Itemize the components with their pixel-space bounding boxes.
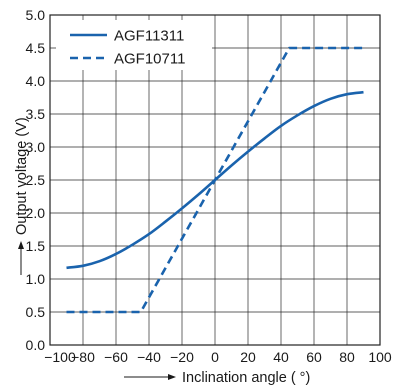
y-axis-label: Output voltage (V) xyxy=(14,117,30,235)
x-tick-label: 40 xyxy=(273,349,289,365)
series-group xyxy=(66,46,364,314)
y-tick-label: 1.0 xyxy=(26,271,46,287)
x-tick-label: 60 xyxy=(306,349,322,365)
series-line-agf10711 xyxy=(66,46,364,314)
x-tick-label: 20 xyxy=(240,349,256,365)
x-tick-label: 0 xyxy=(211,349,219,365)
y-tick-label: 2.5 xyxy=(26,172,46,188)
x-tick-label: −60 xyxy=(104,349,128,365)
legend: AGF11311 AGF10711 xyxy=(56,20,212,70)
y-tick-label: 3.0 xyxy=(26,139,46,155)
y-axis-arrowhead xyxy=(18,241,24,249)
x-tick-label: 100 xyxy=(368,349,392,365)
tick-labels: −100−80 −60 −40 −20 0 20 40 60 80 100 0.0 0.5 1.0 1.5… xyxy=(26,7,392,365)
y-tick-label: 2.0 xyxy=(26,205,46,221)
y-tick-label: 0.5 xyxy=(26,304,46,320)
x-tick-label: −100 xyxy=(44,349,76,365)
x-axis-title: Inclination angle ( °) xyxy=(124,370,310,386)
plot-frame xyxy=(49,14,381,346)
legend-label: AGF11311 xyxy=(114,28,184,45)
y-tick-label: 3.5 xyxy=(26,106,46,122)
legend-label: AGF10711 xyxy=(114,51,185,68)
legend-background xyxy=(56,20,212,70)
x-tick-label: −20 xyxy=(170,349,194,365)
x-axis-arrowhead xyxy=(168,374,176,380)
y-tick-label: 4.5 xyxy=(26,40,46,56)
y-axis-title: Output voltage (V) xyxy=(14,117,30,275)
y-tick-label: 0.0 xyxy=(26,337,46,353)
y-tick-label: 5.0 xyxy=(26,7,46,23)
x-tick-label: −80 xyxy=(71,349,95,365)
x-tick-label: 80 xyxy=(339,349,355,365)
x-tick-label: −40 xyxy=(137,349,161,365)
y-tick-label: 1.5 xyxy=(26,238,46,254)
y-tick-label: 4.0 xyxy=(26,73,46,89)
x-axis-label: Inclination angle ( °) xyxy=(182,370,310,386)
